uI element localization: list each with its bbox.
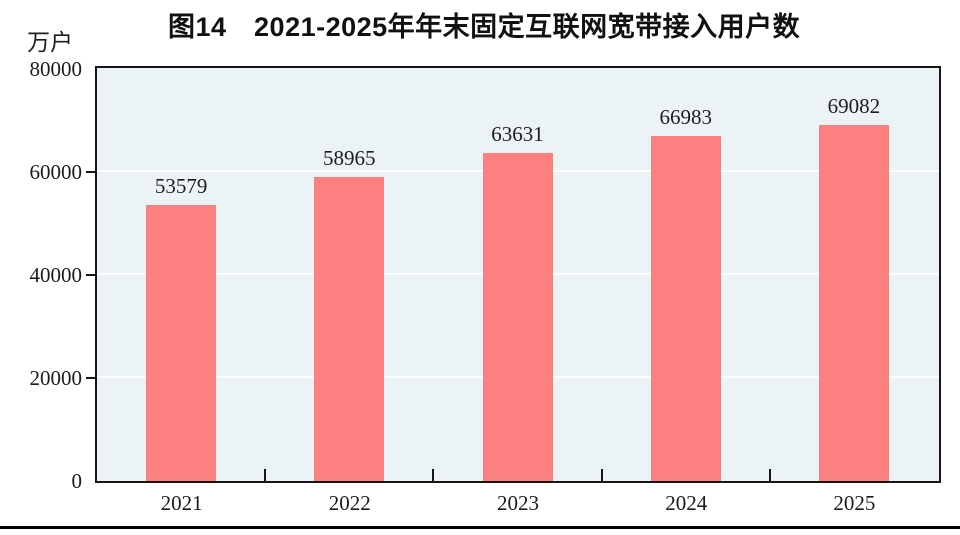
bar-2025 <box>818 125 889 481</box>
x-axis-label-2023: 2023 <box>496 491 539 515</box>
x-axis-label-2022: 2022 <box>328 491 371 515</box>
y-tick-mark-20000 <box>86 376 95 379</box>
bar-2024 <box>650 136 721 481</box>
y-tick-label-20000: 20000 <box>29 365 83 390</box>
x-axis-label-2024: 2024 <box>665 491 708 515</box>
x-tick-mark-3 <box>600 469 603 481</box>
bar-value-label-2022: 58965 <box>323 146 376 171</box>
x-tick-mark-2 <box>432 469 435 481</box>
bar-value-label-2025: 69082 <box>827 94 881 119</box>
bar-value-label-2023: 63631 <box>491 122 544 147</box>
x-tick-mark-1 <box>264 469 267 481</box>
bar-value-label-2021: 53579 <box>154 174 208 199</box>
bar-2023 <box>482 153 553 481</box>
y-tick-label-60000: 60000 <box>29 159 83 184</box>
bar-value-label-2024: 66983 <box>659 105 712 130</box>
y-axis-unit-label: 万户 <box>27 30 73 55</box>
x-tick-mark-4 <box>768 469 771 481</box>
bar-2022 <box>314 177 385 481</box>
y-tick-mark-60000 <box>86 170 95 173</box>
x-axis-label-2025: 2025 <box>833 491 876 515</box>
y-tick-mark-40000 <box>86 273 95 276</box>
plot-area: 53579 58965 63631 66983 69082 <box>95 66 941 483</box>
x-axis-label-2021: 2021 <box>160 491 203 515</box>
figure-title: 图14 2021-2025年年末固定互联网宽带接入用户数 <box>168 12 801 42</box>
page-bottom-rule <box>0 526 960 529</box>
y-tick-label-40000: 40000 <box>29 262 83 287</box>
bar-2021 <box>146 205 217 481</box>
y-tick-label-0: 0 <box>71 468 83 493</box>
y-tick-label-80000: 80000 <box>29 56 83 81</box>
